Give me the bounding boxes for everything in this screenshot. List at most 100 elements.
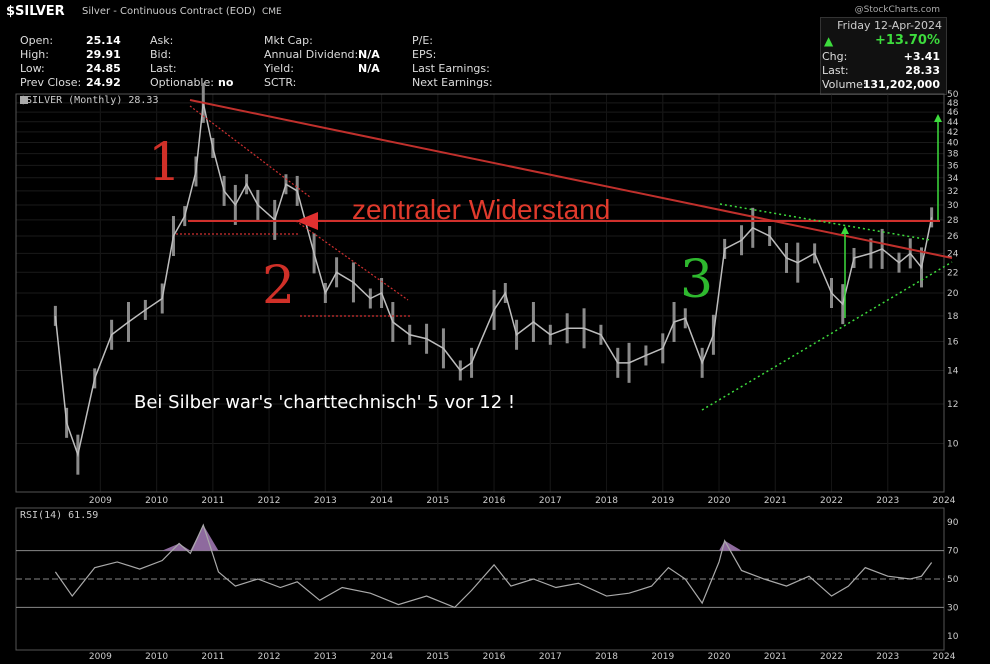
- x-tick: 2016: [483, 496, 506, 506]
- price-y-tick: 46: [947, 108, 959, 118]
- open-label: Open:: [20, 34, 54, 47]
- rsi-panel: RSI(14) 61.59 10 30 50 70 90: [15, 507, 959, 651]
- x-tick: 2010: [145, 652, 168, 662]
- triangle-up-icon: ▲: [824, 34, 834, 48]
- next-earnings-label: Next Earnings:: [412, 76, 493, 89]
- x-tick: 2024: [933, 496, 956, 506]
- chg-label: Chg:: [822, 50, 848, 63]
- price-y-tick: 48: [947, 99, 959, 109]
- price-y-tick: 36: [947, 161, 959, 171]
- last-price-label: Last:: [822, 64, 849, 77]
- price-y-tick: 28: [947, 216, 959, 226]
- stockcharts-logo[interactable]: @StockCharts.com: [854, 5, 940, 15]
- price-legend-swatch: [20, 96, 28, 104]
- x-tick: 2015: [426, 496, 449, 506]
- high-label: High:: [20, 48, 49, 61]
- x-tick: 2012: [258, 652, 281, 662]
- rsi-overbought-fill: [190, 525, 219, 551]
- price-series: [53, 82, 934, 475]
- percent-change: +13.70%: [874, 33, 940, 48]
- annotation-2: 2: [262, 256, 295, 316]
- rsi-y-tick: 90: [947, 518, 959, 528]
- open-value: 25.14: [86, 34, 121, 47]
- arrow-up-icon: [934, 114, 942, 122]
- price-y-tick: 10: [947, 440, 959, 450]
- price-y-tick: 26: [947, 232, 959, 242]
- x-tick: 2022: [820, 652, 843, 662]
- price-y-tick: 24: [947, 249, 959, 259]
- price-y-tick: 50: [947, 90, 959, 100]
- rsi-y-tick: 50: [947, 575, 959, 585]
- arrow-up-icon: [841, 226, 849, 234]
- last-label: Last:: [150, 62, 177, 75]
- x-tick: 2010: [145, 496, 168, 506]
- x-tick: 2021: [764, 496, 787, 506]
- price-y-tick: 18: [947, 312, 959, 322]
- x-tick: 2023: [876, 496, 899, 506]
- x-tick: 2018: [595, 652, 618, 662]
- x-tick: 2019: [651, 496, 674, 506]
- bid-label: Bid:: [150, 48, 172, 61]
- x-tick: 2022: [820, 496, 843, 506]
- price-panel: 1012141618202224262830323436384042444648…: [15, 82, 959, 493]
- summary-box: [820, 17, 947, 95]
- yield-value: N/A: [358, 62, 380, 75]
- price-y-tick: 20: [947, 289, 959, 299]
- last-earnings-label: Last Earnings:: [412, 62, 490, 75]
- volume-value: 131,202,000: [862, 78, 940, 91]
- exchange: CME: [261, 7, 282, 17]
- x-tick: 2018: [595, 496, 618, 506]
- price-y-tick: 34: [947, 174, 959, 184]
- rsi-line: [54, 523, 933, 609]
- arrow-left-icon: [296, 212, 318, 230]
- rsi-legend: RSI(14) 61.59: [20, 510, 98, 521]
- x-tick: 2024: [933, 652, 956, 662]
- yield-label: Yield:: [264, 62, 294, 75]
- eps-label: EPS:: [412, 48, 437, 61]
- rsi-y-tick: 30: [947, 603, 959, 613]
- rising-support-line: [701, 261, 953, 411]
- chg-value: +3.41: [903, 50, 940, 63]
- prev-close-label: Prev Close:: [20, 76, 82, 89]
- annual-dividend-label: Annual Dividend:: [264, 48, 359, 61]
- x-tick: 2014: [370, 652, 393, 662]
- rsi-x-axis: 2009 2010 2011 2012 2013 2014 2015 2016 2017 2018…: [89, 652, 956, 662]
- falling-resistance-line: [719, 203, 931, 241]
- x-tick: 2014: [370, 496, 393, 506]
- x-tick: 2013: [314, 496, 337, 506]
- x-tick: 2009: [89, 652, 112, 662]
- price-x-axis: 2009 2010 2011 2012 2013 2014 2015 2016 2017 2018…: [89, 496, 956, 506]
- price-y-tick: 30: [947, 201, 959, 211]
- price-y-tick: 16: [947, 337, 959, 347]
- rsi-y-tick: 10: [947, 632, 959, 642]
- trend-down-line-2: [295, 220, 409, 301]
- x-tick: 2011: [201, 496, 224, 506]
- price-y-tick: 22: [947, 268, 958, 278]
- x-tick: 2020: [708, 652, 731, 662]
- x-tick: 2011: [201, 652, 224, 662]
- ask-label: Ask:: [150, 34, 174, 47]
- annual-dividend-value: N/A: [358, 48, 380, 61]
- x-tick: 2020: [708, 496, 731, 506]
- price-y-tick: 40: [947, 138, 959, 148]
- low-label: Low:: [20, 62, 45, 75]
- x-tick: 2023: [876, 652, 899, 662]
- trendline-annotations: [176, 99, 953, 411]
- volume-label: Volume:: [822, 78, 867, 91]
- x-tick: 2016: [483, 652, 506, 662]
- x-tick: 2017: [539, 652, 562, 662]
- ticker-symbol: $SILVER: [6, 4, 65, 19]
- last-price-value: 28.33: [905, 64, 940, 77]
- high-value: 29.91: [86, 48, 121, 61]
- long-term-resistance-line: [189, 99, 953, 259]
- x-tick: 2013: [314, 652, 337, 662]
- optionable-value: no: [218, 76, 234, 89]
- headline-annotation: Bei Silber war's 'charttechnisch' 5 vor …: [134, 392, 515, 413]
- pe-label: P/E:: [412, 34, 433, 47]
- quote-date: Friday 12-Apr-2024: [837, 19, 942, 32]
- annotation-1: 1: [148, 133, 181, 193]
- x-tick: 2019: [651, 652, 674, 662]
- price-y-tick: 12: [947, 400, 958, 410]
